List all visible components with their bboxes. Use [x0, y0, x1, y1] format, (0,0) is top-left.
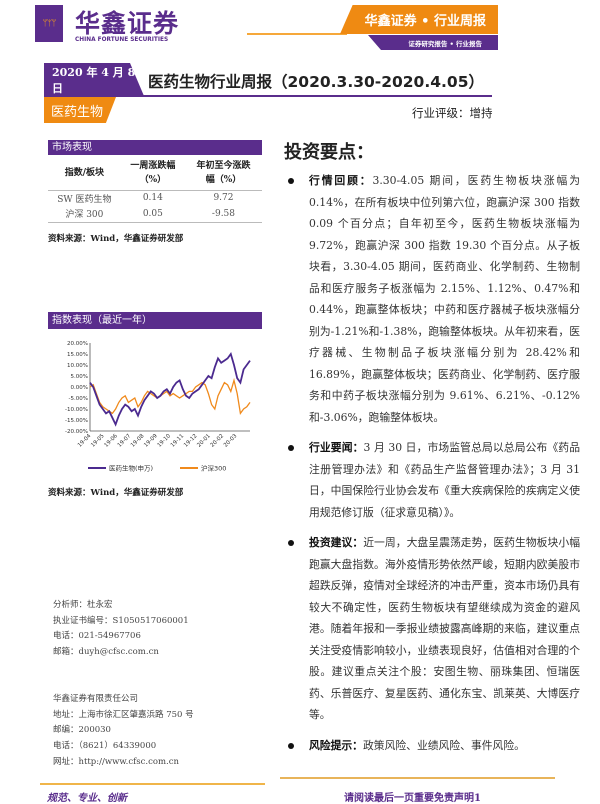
y-tick-label: 15.00%: [67, 352, 88, 358]
key-points-title: 投资要点：: [284, 142, 374, 163]
table-header-row: 指数/板块 一周涨跌幅（%） 年初至今涨跌幅（%）: [48, 156, 262, 191]
page-title: 医药生物行业周报（2020.3.30-2020.4.05）: [148, 73, 484, 91]
footer-divider: [280, 777, 555, 779]
y-tick-label: -15.00%: [65, 418, 88, 424]
x-tick-label: 19-09: [143, 433, 159, 449]
company-logo: ᛘᛘᛘ: [35, 5, 63, 42]
series-line: [89, 351, 251, 427]
report-subtype-banner: 证券研究报告 • 行业报告: [368, 35, 498, 50]
legend-label: 沪深300: [201, 464, 226, 473]
key-point-investment-advice: 投资建议：近一周，大盘呈震荡走势，医药生物板块小幅跑赢大盘指数。海外疫情形势依然…: [288, 532, 580, 726]
x-tick-label: 19-08: [130, 433, 146, 449]
table-cell: 沪深 300: [48, 206, 121, 223]
company-postcode: 邮编：200030: [53, 725, 111, 736]
key-point-label: 行情回顾：: [309, 174, 373, 187]
key-point-label: 风险提示：: [309, 738, 363, 752]
y-tick-label: 5.00%: [71, 374, 88, 380]
x-tick-label: 19-04: [77, 433, 93, 449]
market-table: 指数/板块 一周涨跌幅（%） 年初至今涨跌幅（%） SW 医药生物 0.14 9…: [48, 156, 262, 223]
x-tick-label: 20-01: [196, 433, 212, 449]
x-tick-label: 19-07: [117, 433, 133, 449]
column-header: 年初至今涨跌幅（%）: [184, 156, 262, 191]
analyst-phone: 电话：021-54967706: [53, 631, 141, 642]
footer-divider: [40, 783, 265, 785]
y-tick-label: -10.00%: [65, 407, 88, 413]
y-tick-label: -5.00%: [69, 396, 88, 402]
analyst-email[interactable]: 邮箱：duyh@cfsc.com.cn: [53, 647, 159, 658]
legend-label: 医药生物(申万): [109, 464, 153, 473]
report-date: 2020 年 4 月 8 日: [44, 63, 144, 96]
x-tick-label: 20-02: [210, 433, 226, 449]
key-point-risk: 风险提示：政策风险、业绩风险、事件风险。: [288, 735, 580, 757]
table-cell: 0.05: [120, 206, 185, 223]
company-phone: 电话：（8621）64339000: [53, 741, 157, 752]
y-tick-label: 0.00%: [71, 385, 88, 391]
x-tick-label: 19-12: [183, 433, 199, 449]
chart-source: 资料来源：Wind，华鑫证券研发部: [48, 488, 184, 498]
bullet-icon: [288, 445, 294, 451]
slogan: 规范、专业、创新: [47, 793, 127, 804]
analyst-info: 分析师：杜永宏 执业证书编号：S1050517060001 电话：021-549…: [53, 598, 189, 661]
table-row: 沪深 300 0.05 -9.58: [48, 206, 262, 223]
header-divider: [247, 33, 347, 35]
table-row: SW 医药生物 0.14 9.72: [48, 190, 262, 206]
company-name: 华鑫证券有限责任公司: [53, 694, 139, 704]
y-tick-label: 20.00%: [67, 341, 88, 347]
logo-name-cn: 华鑫证券: [75, 9, 180, 38]
key-point-text: 3 月 30 日，市场监管总局以总局公布《药品注册管理办法》和《药品生产监督管理…: [309, 441, 581, 519]
table-cell: -9.58: [184, 206, 262, 223]
industry-rating: 行业评级：增持: [412, 106, 493, 120]
market-section-heading: 市场表现: [48, 140, 262, 155]
key-point-market-review: 行情回顾：3.30-4.05 期间，医药生物板块涨幅为 0.14%，在所有板块中…: [288, 170, 580, 428]
y-tick-label: 10.00%: [67, 363, 88, 369]
sector-tag: 医药生物: [44, 97, 116, 123]
key-point-text: 3.30-4.05 期间，医药生物板块涨幅为 0.14%，在所有板块中位列第六位…: [309, 174, 580, 424]
bullet-icon: [288, 540, 294, 546]
analyst-name: 分析师：杜永宏: [53, 600, 113, 610]
column-header: 一周涨跌幅（%）: [120, 156, 185, 191]
company-address: 地址：上海市徐汇区肇嘉浜路 750 号: [53, 709, 194, 720]
x-tick-label: 20-03: [223, 433, 239, 449]
x-tick-label: 19-11: [170, 433, 186, 449]
bullet-icon: [288, 178, 294, 184]
table-cell: 0.14: [142, 193, 163, 204]
report-type-banner: 华鑫证券 • 行业周报: [340, 5, 498, 34]
company-website[interactable]: 网址：http://www.cfsc.com.cn: [53, 756, 179, 767]
disclaimer-note: 请阅读最后一页重要免责声明1: [344, 793, 481, 804]
y-tick-label: -20.00%: [65, 429, 88, 435]
x-tick-label: 19-10: [157, 433, 173, 449]
table-cell: 9.72: [213, 193, 234, 204]
chart-section-heading: 指数表现（最近一年）: [48, 312, 262, 329]
key-point-industry-news: 行业要闻：3 月 30 日，市场监管总局以总局公布《药品注册管理办法》和《药品生…: [288, 437, 580, 523]
title-divider: [44, 95, 492, 97]
bullet-icon: [288, 742, 294, 749]
index-chart: 20.00% 15.00% 10.00% 5.00% 0.00% -5.00% -10.00…: [65, 341, 251, 473]
key-point-label: 投资建议：: [309, 536, 364, 549]
x-tick-label: 19-06: [103, 433, 119, 449]
x-tick-label: 19-05: [90, 433, 106, 449]
key-point-label: 行业要闻：: [309, 441, 364, 454]
company-info: 华鑫证券有限责任公司 地址：上海市徐汇区肇嘉浜路 750 号 邮编：200030…: [53, 692, 194, 770]
column-header: 指数/板块: [48, 156, 121, 191]
key-points-list: 行情回顾：3.30-4.05 期间，医药生物板块涨幅为 0.14%，在所有板块中…: [288, 170, 580, 756]
key-point-text: 政策风险、业绩风险、事件风险。: [362, 738, 525, 752]
logo-name-en: CHINA FORTUNE SECURITIES: [75, 37, 169, 43]
key-point-text: 近一周，大盘呈震荡走势，医药生物板块小幅跑赢大盘指数。海外疫情形势依然严峻，短期…: [309, 536, 581, 721]
series-line: [89, 377, 251, 416]
table-cell: SW 医药生物: [57, 194, 112, 205]
analyst-license: 执业证书编号：S1050517060001: [53, 615, 189, 626]
table-source: 资料来源：Wind，华鑫证券研发部: [48, 234, 184, 244]
